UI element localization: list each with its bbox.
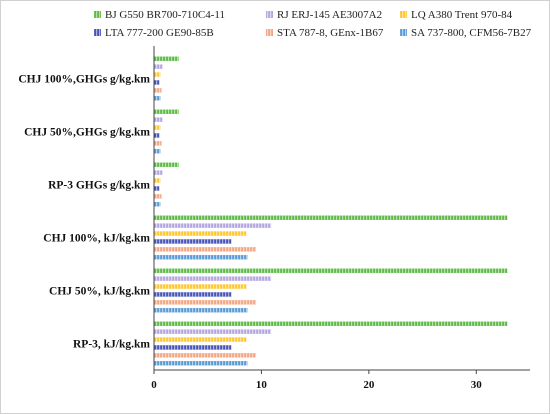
bar-rj-erj-145-ae3007a2-rp-3-kj-kg-km: [154, 329, 272, 334]
category-label-chj-100-kj-kg-km: CHJ 100%, kJ/kg.km: [43, 233, 150, 245]
bar-sta-787-8-genx-1b67-rp-3-ghgs-g-kg-km: [154, 194, 162, 199]
bar-bj-g550-br700-710c4-11-chj-50-kj-kg-km: [154, 268, 508, 273]
bar-lq-a380-trent-970-84-chj-100-kj-kg-km: [154, 231, 247, 236]
legend-item-sta-787-8-genx-1b67: STA 787-8, GEnx-1B67: [266, 27, 384, 39]
bar-lta-777-200-ge90-85b-chj-100-ghgs-g-kg-km: [154, 80, 160, 85]
legend-item-lta-777-200-ge90-85b: LTA 777-200 GE90-85B: [94, 27, 214, 39]
bar-lta-777-200-ge90-85b-chj-50-kj-kg-km: [154, 292, 232, 297]
legend-label-sa-737-800-cfm56-7b27: SA 737-800, CFM56-7B27: [411, 27, 532, 39]
bar-rj-erj-145-ae3007a2-chj-100-kj-kg-km: [154, 223, 272, 228]
bar-lq-a380-trent-970-84-chj-50-kj-kg-km: [154, 284, 247, 289]
legend-label-rj-erj-145-ae3007a2: RJ ERJ-145 AE3007A2: [277, 9, 382, 21]
x-tick-label-0: 0: [151, 379, 157, 391]
legend-item-rj-erj-145-ae3007a2: RJ ERJ-145 AE3007A2: [266, 9, 382, 21]
plot-area: RP-3, kJ/kg.km CHJ 50%, kJ/kg.km CHJ 100%,…: [18, 46, 530, 391]
bar-lq-a380-trent-970-84-rp-3-ghgs-g-kg-km: [154, 178, 161, 183]
bar-bj-g550-br700-710c4-11-chj-50-ghgs-g-kg-km: [154, 109, 179, 114]
bar-lq-a380-trent-970-84-chj-100-ghgs-g-kg-km: [154, 72, 161, 77]
bar-rj-erj-145-ae3007a2-chj-100-ghgs-g-kg-km: [154, 64, 163, 69]
category-label-chj-50-ghgs-g-kg-km: CHJ 50%,GHGs g/kg.km: [24, 127, 150, 139]
category-label-chj-50-kj-kg-km: CHJ 50%, kJ/kg.km: [49, 286, 150, 298]
bar-lta-777-200-ge90-85b-rp-3-ghgs-g-kg-km: [154, 186, 160, 191]
bar-bj-g550-br700-710c4-11-rp-3-ghgs-g-kg-km: [154, 162, 179, 167]
bar-lta-777-200-ge90-85b-chj-100-kj-kg-km: [154, 239, 232, 244]
category-label-chj-100-ghgs-g-kg-km: CHJ 100%,GHGs g/kg.km: [18, 74, 150, 86]
bar-lta-777-200-ge90-85b-rp-3-kj-kg-km: [154, 345, 232, 350]
bar-sa-737-800-cfm56-7b27-rp-3-ghgs-g-kg-km: [154, 202, 161, 207]
bar-bj-g550-br700-710c4-11-chj-100-ghgs-g-kg-km: [154, 56, 179, 61]
legend-label-lta-777-200-ge90-85b: LTA 777-200 GE90-85B: [105, 27, 214, 39]
bar-sta-787-8-genx-1b67-chj-50-ghgs-g-kg-km: [154, 141, 162, 146]
bar-bj-g550-br700-710c4-11-chj-100-kj-kg-km: [154, 215, 508, 220]
bar-sta-787-8-genx-1b67-chj-50-kj-kg-km: [154, 300, 257, 305]
bar-rj-erj-145-ae3007a2-rp-3-ghgs-g-kg-km: [154, 170, 163, 175]
legend-label-bj-g550-br700-710c4-11: BJ G550 BR700-710C4-11: [105, 9, 225, 21]
legend-label-lq-a380-trent-970-84: LQ A380 Trent 970-84: [411, 9, 513, 21]
bar-sa-737-800-cfm56-7b27-chj-100-ghgs-g-kg-km: [154, 96, 161, 101]
bar-lq-a380-trent-970-84-chj-50-ghgs-g-kg-km: [154, 125, 161, 130]
bar-rj-erj-145-ae3007a2-chj-50-kj-kg-km: [154, 276, 272, 281]
bar-sa-737-800-cfm56-7b27-chj-50-ghgs-g-kg-km: [154, 149, 161, 154]
bar-bj-g550-br700-710c4-11-rp-3-kj-kg-km: [154, 321, 508, 326]
x-tick-label-20: 20: [363, 379, 375, 391]
legend-item-lq-a380-trent-970-84: LQ A380 Trent 970-84: [400, 9, 513, 21]
bar-sta-787-8-genx-1b67-rp-3-kj-kg-km: [154, 353, 257, 358]
bar-sa-737-800-cfm56-7b27-chj-50-kj-kg-km: [154, 308, 248, 313]
legend-label-sta-787-8-genx-1b67: STA 787-8, GEnx-1B67: [277, 27, 384, 39]
category-label-rp-3-ghgs-g-kg-km: RP-3 GHGs g/kg.km: [48, 180, 150, 192]
bar-sta-787-8-genx-1b67-chj-100-kj-kg-km: [154, 247, 257, 252]
legend-item-sa-737-800-cfm56-7b27: SA 737-800, CFM56-7B27: [400, 27, 532, 39]
bar-sta-787-8-genx-1b67-chj-100-ghgs-g-kg-km: [154, 88, 162, 93]
legend: BJ G550 BR700-710C4-11 RJ ERJ-145 AE3007A…: [94, 9, 532, 39]
bar-rj-erj-145-ae3007a2-chj-50-ghgs-g-kg-km: [154, 117, 163, 122]
bar-sa-737-800-cfm56-7b27-chj-100-kj-kg-km: [154, 255, 248, 260]
category-label-rp-3-kj-kg-km: RP-3, kJ/kg.km: [73, 339, 150, 351]
x-tick-label-10: 10: [256, 379, 268, 391]
x-tick-label-30: 30: [471, 379, 483, 391]
bar-lq-a380-trent-970-84-rp-3-kj-kg-km: [154, 337, 247, 342]
bar-lta-777-200-ge90-85b-chj-50-ghgs-g-kg-km: [154, 133, 160, 138]
bar-sa-737-800-cfm56-7b27-rp-3-kj-kg-km: [154, 361, 248, 366]
legend-item-bj-g550-br700-710c4-11: BJ G550 BR700-710C4-11: [94, 9, 225, 21]
